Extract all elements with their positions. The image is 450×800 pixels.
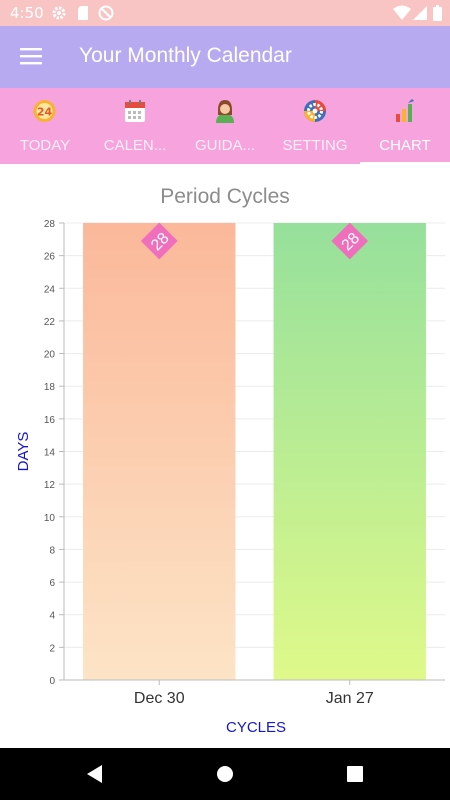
tab-chart[interactable]: CHART xyxy=(360,88,450,164)
calendar-icon xyxy=(125,100,145,122)
gear-icon xyxy=(304,100,326,122)
sd-card-icon xyxy=(78,6,88,20)
data-label: 28 xyxy=(331,222,369,260)
y-tick-label: 6 xyxy=(49,578,55,589)
tab-setting[interactable]: SETTING xyxy=(270,88,360,164)
period-cycles-chart: Period Cycles DAYS CYCLES 0 2 4 6 8 10 12 14 16 1… xyxy=(0,165,450,748)
tab-setting-label: SETTING xyxy=(282,137,348,154)
y-tick-label: 28 xyxy=(44,219,56,230)
data-label: 28 xyxy=(140,222,178,260)
active-tab-indicator xyxy=(360,162,450,165)
x-tick-label: Dec 30 xyxy=(134,690,185,707)
woman-icon xyxy=(216,100,234,123)
recents-icon[interactable] xyxy=(346,764,364,784)
chart-title: Period Cycles xyxy=(160,185,290,208)
tab-calendar[interactable]: CALEN... xyxy=(90,88,180,164)
y-tick-label: 2 xyxy=(49,643,55,654)
x-axis-title: CYCLES xyxy=(226,719,286,736)
y-tick-label: 16 xyxy=(44,415,56,426)
menu-icon[interactable] xyxy=(20,47,42,65)
y-tick-label: 0 xyxy=(49,676,55,687)
y-tick-label: 8 xyxy=(49,545,55,556)
tab-chart-label: CHART xyxy=(379,137,431,154)
y-tick-label: 22 xyxy=(44,317,56,328)
status-time: 4:50 xyxy=(10,4,44,22)
y-axis-title: DAYS xyxy=(15,432,32,472)
chart-svg: Period Cycles DAYS CYCLES 02468101214161… xyxy=(15,185,445,736)
settings-gear-icon xyxy=(52,6,66,20)
bar-chart-icon xyxy=(396,99,414,122)
bar xyxy=(273,223,426,680)
tab-today-label: TODAY xyxy=(19,137,71,154)
y-tick-label: 18 xyxy=(44,382,56,393)
tab-guidance[interactable]: GUIDA... xyxy=(180,88,270,164)
y-tick-label: 4 xyxy=(49,611,55,622)
app-bar: Your Monthly Calendar xyxy=(0,26,450,88)
calendar-24-icon: 24 xyxy=(33,100,56,122)
do-not-disturb-icon xyxy=(98,5,114,21)
y-tick-label: 10 xyxy=(44,513,56,524)
tab-bar: 24 TODAY CALEN... GUIDA... SETTIN xyxy=(0,88,450,165)
bar xyxy=(83,223,236,680)
wifi-icon xyxy=(393,5,411,20)
y-tick-label: 20 xyxy=(44,350,56,361)
app-title: Your Monthly Calendar xyxy=(79,44,292,67)
status-bar: 4:50 xyxy=(0,0,450,26)
y-tick-label: 24 xyxy=(44,284,56,295)
y-tick-label: 12 xyxy=(44,480,56,491)
y-tick-label: 14 xyxy=(44,448,56,459)
tab-calendar-label: CALEN... xyxy=(103,137,167,154)
nav-bar xyxy=(0,748,450,800)
battery-icon xyxy=(433,5,442,21)
signal-icon xyxy=(413,6,427,20)
x-tick-label: Jan 27 xyxy=(326,690,374,707)
back-icon[interactable] xyxy=(85,764,103,784)
home-icon[interactable] xyxy=(216,764,234,784)
tab-guidance-label: GUIDA... xyxy=(194,137,255,154)
y-tick-label: 26 xyxy=(44,252,56,263)
svg-text:24: 24 xyxy=(37,106,53,119)
tab-today[interactable]: 24 TODAY xyxy=(0,88,90,164)
